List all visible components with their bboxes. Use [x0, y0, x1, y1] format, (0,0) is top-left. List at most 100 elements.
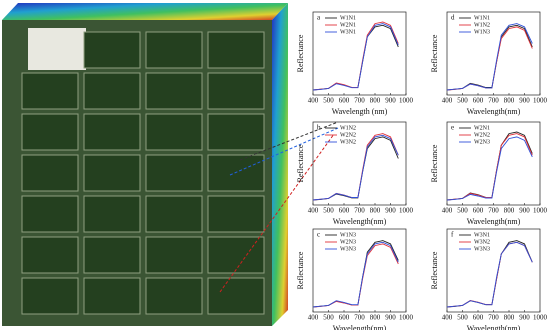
x-tick-label: 500	[457, 97, 468, 105]
spectrum-line	[446, 136, 533, 201]
x-tick-label: 600	[473, 97, 484, 105]
x-tick-label: 900	[519, 97, 530, 105]
arrow	[219, 133, 335, 293]
plot	[21, 154, 79, 192]
y-axis-label: Reflectance	[430, 34, 439, 72]
legend-label: W2N3	[474, 139, 490, 145]
spectrum-line	[446, 26, 533, 91]
hypercube-image	[2, 3, 288, 326]
x-tick-label: 600	[339, 314, 350, 322]
legend-label: W2N1	[474, 125, 490, 131]
x-tick-label: 700	[354, 314, 365, 322]
x-tick-label: 400	[308, 314, 319, 322]
legend-label: W1N3	[340, 232, 356, 238]
x-tick-label: 700	[354, 97, 365, 105]
x-axis-label: Wavelength(nm)	[333, 324, 387, 330]
field-plots	[21, 31, 265, 315]
x-tick-label: 400	[442, 97, 453, 105]
x-tick-label: 1000	[399, 207, 414, 215]
x-tick-label: 800	[370, 207, 381, 215]
panel-label: f	[451, 231, 454, 239]
legend-label: W1N2	[340, 125, 356, 131]
x-tick-label: 1000	[533, 314, 548, 322]
x-tick-label: 900	[519, 207, 530, 215]
plot	[207, 154, 265, 192]
plot	[145, 236, 203, 274]
cube-side	[272, 3, 288, 326]
x-tick-label: 600	[339, 97, 350, 105]
x-tick-label: 400	[442, 207, 453, 215]
plot	[145, 195, 203, 233]
legend-label: W2N2	[340, 132, 356, 138]
x-tick-label: 600	[473, 314, 484, 322]
legend-label: W1N2	[474, 22, 490, 28]
panel-label: d	[451, 14, 455, 22]
panel-label: c	[317, 231, 320, 239]
plot	[207, 31, 265, 69]
legend-label: W1N3	[474, 29, 490, 35]
legend-label: W1N1	[340, 15, 356, 21]
plot	[145, 154, 203, 192]
plot	[83, 195, 141, 233]
x-tick-label: 800	[370, 97, 381, 105]
plot	[21, 236, 79, 274]
plot-frame	[446, 228, 541, 313]
x-tick-label: 900	[385, 207, 396, 215]
legend-label: W2N3	[340, 239, 356, 245]
plot-frame	[446, 121, 541, 206]
cube-top	[2, 3, 288, 20]
plot	[207, 236, 265, 274]
spectrum-line	[312, 243, 399, 308]
x-tick-label: 700	[488, 314, 499, 322]
spectrum-line	[446, 23, 533, 91]
plot	[21, 277, 79, 315]
x-tick-label: 600	[339, 207, 350, 215]
y-axis-label: Reflectance	[430, 251, 439, 289]
x-tick-label: 800	[504, 314, 515, 322]
x-tick-label: 700	[354, 207, 365, 215]
plot	[145, 277, 203, 315]
plot	[83, 113, 141, 151]
x-tick-label: 600	[473, 207, 484, 215]
x-tick-label: 1000	[399, 314, 414, 322]
legend-label: W2N2	[474, 132, 490, 138]
x-tick-label: 500	[457, 314, 468, 322]
plot	[207, 72, 265, 110]
panel-label: a	[317, 14, 321, 22]
x-tick-label: 1000	[533, 97, 548, 105]
legend-label: W3N1	[474, 232, 490, 238]
plot	[207, 277, 265, 315]
x-tick-label: 800	[370, 314, 381, 322]
plot-frame	[312, 11, 407, 96]
x-tick-label: 700	[488, 97, 499, 105]
plot	[21, 113, 79, 151]
x-tick-label: 400	[308, 97, 319, 105]
arrows	[219, 121, 339, 293]
x-tick-label: 700	[488, 207, 499, 215]
plot-frame	[446, 11, 541, 96]
plot-frame	[312, 121, 407, 206]
x-axis-label: Wavelength (nm)	[332, 107, 388, 116]
spectrum-line	[312, 23, 399, 91]
plot	[145, 31, 203, 69]
y-axis-label: Reflectance	[296, 34, 305, 72]
x-tick-label: 800	[504, 207, 515, 215]
x-tick-label: 500	[323, 207, 334, 215]
x-tick-label: 1000	[399, 97, 414, 105]
x-tick-label: 900	[519, 314, 530, 322]
x-axis-label: Wavelength(nm)	[467, 107, 521, 116]
spectrum-line	[312, 136, 399, 201]
spectrum-line	[446, 241, 533, 308]
legend-label: W3N2	[474, 239, 490, 245]
plot	[83, 277, 141, 315]
x-tick-label: 400	[308, 207, 319, 215]
legend-label: W3N1	[340, 29, 356, 35]
x-tick-label: 400	[442, 314, 453, 322]
panel-label: e	[451, 124, 454, 132]
plot	[21, 195, 79, 233]
spectrum-line	[312, 241, 399, 308]
x-tick-label: 900	[385, 314, 396, 322]
plot-frame	[312, 228, 407, 313]
x-axis-label: Wavelength(nm)	[333, 217, 387, 226]
